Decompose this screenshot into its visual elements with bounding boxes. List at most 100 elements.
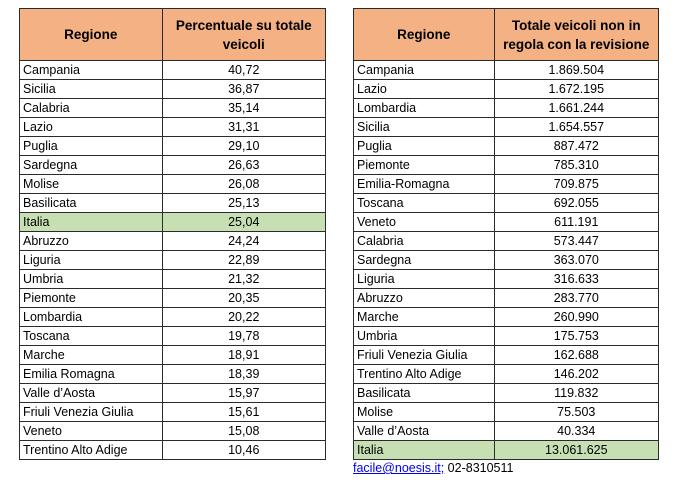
value-cell: 15,61 bbox=[161, 402, 327, 422]
table-row: Lazio 1.672.195 bbox=[353, 79, 660, 99]
value-cell: 1.654.557 bbox=[493, 117, 660, 137]
value-cell: 887.472 bbox=[493, 136, 660, 156]
table-row: Calabria 573.447 bbox=[353, 231, 660, 251]
table-row: Liguria 22,89 bbox=[19, 250, 327, 270]
region-cell: Marche bbox=[353, 307, 495, 327]
table-row: Sicilia 36,87 bbox=[19, 79, 327, 99]
table-row: Umbria 175.753 bbox=[353, 326, 660, 346]
value-cell: 26,08 bbox=[161, 174, 327, 194]
region-cell: Emilia-Romagna bbox=[353, 174, 495, 194]
table-row: Toscana 19,78 bbox=[19, 326, 327, 346]
table-row: Campania 40,72 bbox=[19, 60, 327, 80]
value-cell: 22,89 bbox=[161, 250, 327, 270]
table-row: Umbria 21,32 bbox=[19, 269, 327, 289]
value-cell: 162.688 bbox=[493, 345, 660, 365]
region-cell: Sardegna bbox=[353, 250, 495, 270]
region-cell: Sicilia bbox=[19, 79, 163, 99]
value-cell: 1.672.195 bbox=[493, 79, 660, 99]
region-cell: Lazio bbox=[353, 79, 495, 99]
value-cell: 15,08 bbox=[161, 421, 327, 441]
value-cell: 31,31 bbox=[161, 117, 327, 137]
region-cell: Italia bbox=[19, 212, 163, 232]
value-cell: 175.753 bbox=[493, 326, 660, 346]
region-cell: Campania bbox=[353, 60, 495, 80]
region-cell: Toscana bbox=[19, 326, 163, 346]
table-row: Sardegna 363.070 bbox=[353, 250, 660, 270]
table-row: Abruzzo 24,24 bbox=[19, 231, 327, 251]
region-cell: Puglia bbox=[353, 136, 495, 156]
table-header-row: Regione Totale veicoli non in regola con… bbox=[353, 8, 660, 61]
region-cell: Trentino Alto Adige bbox=[353, 364, 495, 384]
table-row: Emilia Romagna 18,39 bbox=[19, 364, 327, 384]
region-cell: Lombardia bbox=[353, 98, 495, 118]
value-cell: 692.055 bbox=[493, 193, 660, 213]
table-row: Sicilia 1.654.557 bbox=[353, 117, 660, 137]
value-cell: 1.869.504 bbox=[493, 60, 660, 80]
region-cell: Liguria bbox=[19, 250, 163, 270]
table-row: Liguria 316.633 bbox=[353, 269, 660, 289]
region-cell: Abruzzo bbox=[19, 231, 163, 251]
region-cell: Puglia bbox=[19, 136, 163, 156]
value-cell: 119.832 bbox=[493, 383, 660, 403]
value-cell: 260.990 bbox=[493, 307, 660, 327]
region-cell: Piemonte bbox=[353, 155, 495, 175]
table-row: Veneto 611.191 bbox=[353, 212, 660, 232]
column-header-total-vehicles: Totale veicoli non in regola con la revi… bbox=[493, 8, 660, 61]
table-row: Molise 26,08 bbox=[19, 174, 327, 194]
value-cell: 611.191 bbox=[493, 212, 660, 232]
table-row: Friuli Venezia Giulia 162.688 bbox=[353, 345, 660, 365]
value-cell: 36,87 bbox=[161, 79, 327, 99]
column-header-region: Regione bbox=[353, 8, 495, 61]
region-cell: Lombardia bbox=[19, 307, 163, 327]
table-row: Puglia 887.472 bbox=[353, 136, 660, 156]
region-cell: Campania bbox=[19, 60, 163, 80]
table-row: Puglia 29,10 bbox=[19, 136, 327, 156]
region-cell: Umbria bbox=[19, 269, 163, 289]
value-cell: 40,72 bbox=[161, 60, 327, 80]
region-cell: Friuli Venezia Giulia bbox=[353, 345, 495, 365]
region-cell: Basilicata bbox=[19, 193, 163, 213]
table-row: Piemonte 20,35 bbox=[19, 288, 327, 308]
vehicles-total-table: Regione Totale veicoli non in regola con… bbox=[353, 8, 660, 460]
value-cell: 283.770 bbox=[493, 288, 660, 308]
table-row: Valle d’Aosta 15,97 bbox=[19, 383, 327, 403]
region-cell: Calabria bbox=[19, 98, 163, 118]
value-cell: 573.447 bbox=[493, 231, 660, 251]
value-cell: 1.661.244 bbox=[493, 98, 660, 118]
value-cell: 26,63 bbox=[161, 155, 327, 175]
table-row: Friuli Venezia Giulia 15,61 bbox=[19, 402, 327, 422]
column-header-region: Regione bbox=[19, 8, 163, 61]
region-cell: Molise bbox=[353, 402, 495, 422]
value-cell: 709.875 bbox=[493, 174, 660, 194]
table-row: Molise 75.503 bbox=[353, 402, 660, 422]
table-row: Valle d’Aosta 40.334 bbox=[353, 421, 660, 441]
table-row: Veneto 15,08 bbox=[19, 421, 327, 441]
table-row: Basilicata 119.832 bbox=[353, 383, 660, 403]
region-cell: Veneto bbox=[353, 212, 495, 232]
table-row: Piemonte 785.310 bbox=[353, 155, 660, 175]
value-cell: 10,46 bbox=[161, 440, 327, 460]
table-row: Lombardia 20,22 bbox=[19, 307, 327, 327]
region-cell: Valle d’Aosta bbox=[19, 383, 163, 403]
table-row: Sardegna 26,63 bbox=[19, 155, 327, 175]
region-cell: Marche bbox=[19, 345, 163, 365]
value-cell: 20,35 bbox=[161, 288, 327, 308]
table-row: Emilia-Romagna 709.875 bbox=[353, 174, 660, 194]
value-cell: 18,91 bbox=[161, 345, 327, 365]
table-row: Calabria 35,14 bbox=[19, 98, 327, 118]
value-cell: 25,13 bbox=[161, 193, 327, 213]
phone-number: 02-8310511 bbox=[444, 461, 514, 475]
value-cell: 20,22 bbox=[161, 307, 327, 327]
value-cell: 18,39 bbox=[161, 364, 327, 384]
table-row: Marche 260.990 bbox=[353, 307, 660, 327]
contact-footer: facile@noesis.it; 02-8310511 bbox=[353, 461, 513, 475]
percentage-table: Regione Percentuale su totale veicoli Ca… bbox=[19, 8, 327, 460]
table-row: Campania 1.869.504 bbox=[353, 60, 660, 80]
region-cell: Umbria bbox=[353, 326, 495, 346]
email-link[interactable]: facile@noesis.it; bbox=[353, 461, 445, 475]
region-cell: Calabria bbox=[353, 231, 495, 251]
table-row: Toscana 692.055 bbox=[353, 193, 660, 213]
column-header-percentage: Percentuale su totale veicoli bbox=[161, 8, 327, 61]
region-cell: Sardegna bbox=[19, 155, 163, 175]
region-cell: Toscana bbox=[353, 193, 495, 213]
